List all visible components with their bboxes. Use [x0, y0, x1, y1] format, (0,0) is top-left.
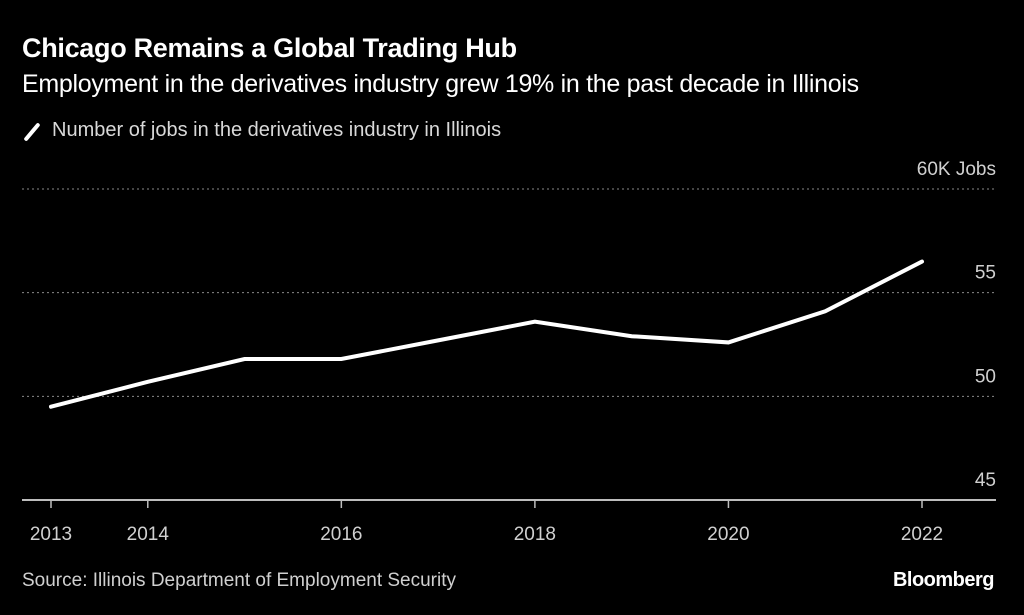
brand-logo: Bloomberg — [892, 569, 995, 591]
x-tick-label: 2020 — [707, 524, 749, 545]
x-tick-label: 2014 — [127, 524, 170, 545]
legend: Number of jobs in the derivatives indust… — [22, 119, 501, 142]
chart-subtitle: Employment in the derivatives industry g… — [22, 70, 859, 98]
grid-layer — [22, 188, 996, 397]
x-tick-label: 2016 — [320, 524, 362, 545]
y-tick-label: 55 — [975, 263, 996, 284]
x-axis: 2013 2014 2016 2018 2020 2022 — [22, 499, 996, 545]
y-tick-label: 60K Jobs — [917, 159, 996, 180]
x-tick-label: 2022 — [901, 524, 943, 545]
x-tick-label: 2018 — [514, 524, 556, 545]
x-tick-label: 2013 — [30, 524, 72, 545]
y-tick-label: 45 — [975, 470, 996, 491]
chart-title: Chicago Remains a Global Trading Hub — [22, 33, 517, 63]
series-layer — [49, 259, 924, 409]
y-tick-label: 50 — [975, 366, 996, 387]
legend-label: Number of jobs in the derivatives indust… — [52, 119, 502, 141]
source-note: Source: Illinois Department of Employmen… — [22, 570, 457, 591]
y-axis-labels: 45 50 55 60K Jobs — [917, 159, 996, 491]
series-line — [49, 259, 924, 409]
